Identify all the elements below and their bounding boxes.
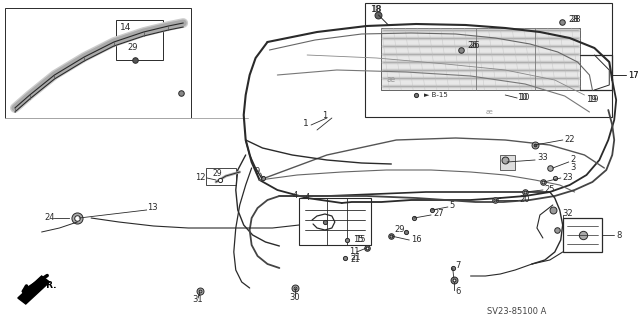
Text: 17: 17 bbox=[628, 70, 639, 79]
Text: 26: 26 bbox=[470, 41, 480, 50]
Bar bbox=[206, 168, 236, 185]
Text: 12: 12 bbox=[196, 174, 206, 182]
Bar bbox=[365, 3, 612, 117]
Text: 1: 1 bbox=[303, 118, 309, 128]
Text: 13: 13 bbox=[147, 204, 157, 212]
Text: 26: 26 bbox=[468, 41, 478, 50]
Bar bbox=[381, 28, 580, 90]
Text: 24: 24 bbox=[44, 213, 54, 222]
Text: 21: 21 bbox=[351, 256, 360, 264]
Text: 32: 32 bbox=[563, 210, 573, 219]
Text: 18: 18 bbox=[371, 5, 382, 14]
Text: 19: 19 bbox=[588, 95, 599, 105]
Text: 29: 29 bbox=[213, 169, 223, 179]
Text: 20: 20 bbox=[519, 196, 530, 204]
Bar bbox=[563, 218, 602, 252]
Text: SV23-85100 A: SV23-85100 A bbox=[488, 307, 547, 315]
Text: 29: 29 bbox=[128, 43, 138, 53]
Text: 28: 28 bbox=[571, 16, 581, 25]
Text: 4: 4 bbox=[305, 192, 310, 202]
Text: 22: 22 bbox=[564, 136, 575, 145]
Text: ► B-15: ► B-15 bbox=[424, 92, 448, 98]
Text: 10: 10 bbox=[519, 93, 530, 102]
Text: 25: 25 bbox=[545, 186, 556, 195]
Text: 29: 29 bbox=[394, 226, 404, 234]
Text: 31: 31 bbox=[192, 295, 203, 305]
Text: 8: 8 bbox=[616, 231, 621, 240]
Text: æ: æ bbox=[485, 109, 492, 115]
Bar bbox=[500, 155, 515, 170]
Text: 11: 11 bbox=[349, 248, 359, 256]
Text: 7: 7 bbox=[456, 261, 461, 270]
Text: 27: 27 bbox=[433, 209, 444, 218]
Polygon shape bbox=[18, 276, 49, 304]
Bar bbox=[5, 8, 191, 118]
Bar bbox=[299, 198, 371, 245]
Bar bbox=[116, 20, 163, 60]
Text: 28: 28 bbox=[569, 16, 579, 25]
Text: 2: 2 bbox=[571, 155, 576, 165]
Text: 15: 15 bbox=[353, 235, 363, 244]
Text: 9: 9 bbox=[254, 167, 260, 176]
Text: 17: 17 bbox=[628, 70, 639, 79]
Text: 15: 15 bbox=[355, 235, 365, 244]
Text: 1: 1 bbox=[322, 112, 327, 121]
Text: 16: 16 bbox=[411, 235, 422, 244]
Text: 19: 19 bbox=[586, 95, 597, 105]
Text: 5: 5 bbox=[450, 202, 455, 211]
Text: 21: 21 bbox=[351, 254, 361, 263]
Text: 18: 18 bbox=[371, 5, 381, 14]
Text: 3: 3 bbox=[571, 164, 576, 173]
Text: 6: 6 bbox=[456, 287, 461, 296]
Text: 23: 23 bbox=[563, 173, 573, 182]
Text: 10: 10 bbox=[517, 93, 527, 102]
Text: 14: 14 bbox=[120, 24, 131, 33]
Text: 30: 30 bbox=[289, 293, 300, 302]
Text: 4: 4 bbox=[292, 191, 298, 201]
Text: FR.: FR. bbox=[40, 281, 56, 291]
Text: 33: 33 bbox=[537, 153, 548, 162]
Text: æ: æ bbox=[387, 76, 395, 85]
